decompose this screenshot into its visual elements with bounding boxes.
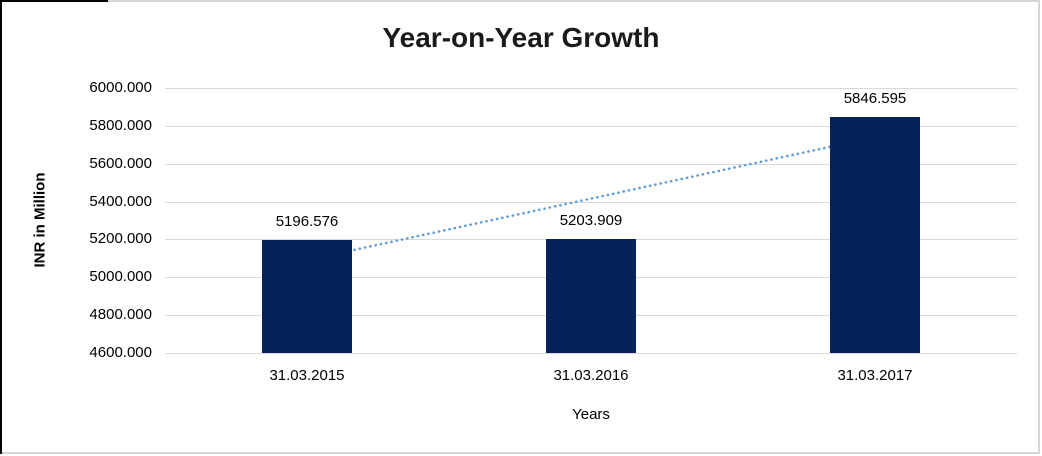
x-tick-label: 31.03.2017 <box>837 367 913 384</box>
y-tick-label: 6000.000 <box>89 79 152 96</box>
y-tick-label: 4600.000 <box>89 344 152 361</box>
y-tick-label: 5800.000 <box>89 116 152 134</box>
x-axis-title: Years <box>572 406 610 423</box>
y-tick-label: 5200.000 <box>89 230 152 248</box>
value-label: 5846.595 <box>843 90 907 108</box>
y-tick-label: 5600.000 <box>89 154 152 172</box>
bar <box>262 240 352 353</box>
x-tick-label: 31.03.2016 <box>553 367 629 384</box>
bar <box>830 117 920 353</box>
value-label: 5203.909 <box>559 211 623 229</box>
y-axis-title: INR in Million <box>31 172 49 268</box>
y-tick-label: 5000.000 <box>89 268 152 286</box>
x-tick-label: 31.03.2015 <box>269 367 345 384</box>
y-tick-label: 4800.000 <box>89 306 152 324</box>
left-black-border <box>0 0 2 454</box>
y-tick-label: 5400.000 <box>89 192 152 210</box>
top-black-border-segment <box>0 0 108 2</box>
value-label: 5196.576 <box>275 213 339 231</box>
gridline <box>165 353 1017 354</box>
gridline <box>165 88 1017 89</box>
bar <box>546 238 636 353</box>
chart-title: Year-on-Year Growth <box>382 22 660 53</box>
gridline <box>165 125 1017 127</box>
